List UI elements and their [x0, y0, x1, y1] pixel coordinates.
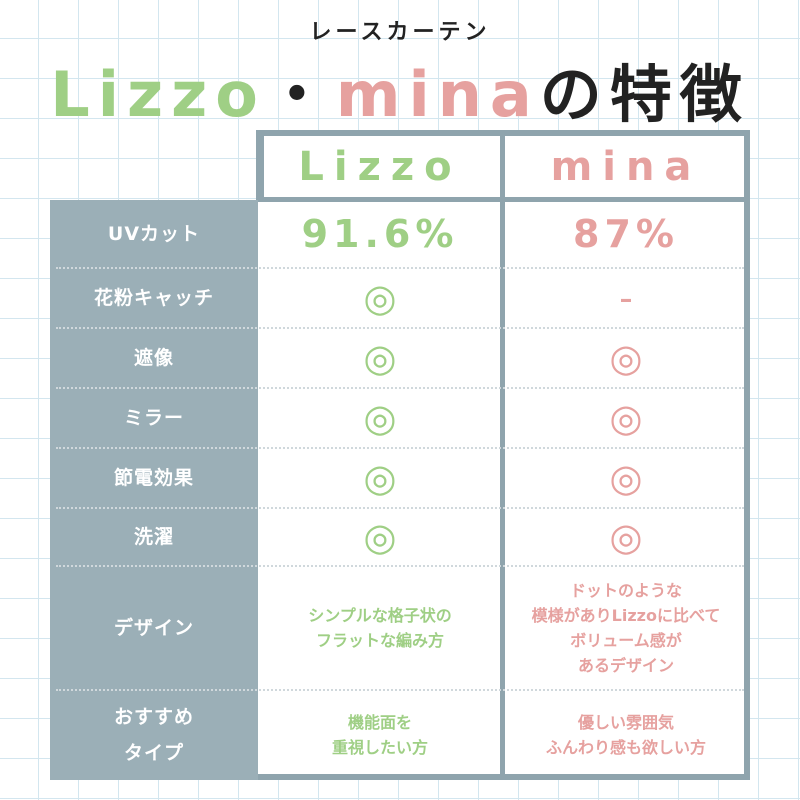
cell-text: ◎	[609, 396, 643, 440]
row-separator	[56, 267, 744, 269]
cell-text: ◎	[363, 396, 397, 440]
cell-text: ◎	[363, 276, 397, 320]
cell: 優しい雰囲気ふんわり感も欲しい方	[502, 690, 750, 780]
title-rest: の特徴	[539, 58, 750, 131]
cell: 87%	[502, 200, 750, 268]
cell-text: シンプルな格子状の	[308, 606, 452, 625]
cell: ◎	[502, 328, 750, 388]
cell: -	[502, 268, 750, 328]
subtitle: レースカーテン	[309, 20, 491, 45]
cell: 機能面を重視したい方	[258, 690, 502, 780]
divider	[258, 197, 750, 202]
cell: ドットのような模様がありLizzoに比べて ボリューム感が あるデザイン	[502, 566, 750, 690]
row-label: 花粉キャッチ	[50, 268, 258, 328]
label-line: デザイン	[113, 617, 194, 639]
cell-text: フラットな編み方	[315, 631, 444, 650]
label-column	[50, 200, 258, 780]
row-label: おすすめ タイプ	[50, 690, 258, 780]
cell-text: -	[619, 276, 633, 320]
title-mina: mina	[335, 58, 540, 131]
cell-text: 87%	[573, 212, 679, 256]
cell-text: ◎	[363, 456, 397, 500]
cell-text: ボリューム感が	[570, 631, 682, 650]
title: Lizzo・minaの特徴	[0, 44, 800, 134]
cell-text: ドットのような	[569, 581, 682, 600]
cell-text: ◎	[363, 515, 397, 559]
divider	[256, 130, 261, 200]
cell-text: 優しい雰囲気	[577, 713, 674, 732]
row-separator	[56, 565, 744, 567]
column-header: Lizzo	[298, 144, 462, 190]
cell: ◎	[258, 508, 502, 566]
label-line: 遮像	[133, 347, 174, 369]
cell: ◎	[502, 508, 750, 566]
label-line: ミラー	[123, 407, 184, 429]
cell-text: あるデザイン	[577, 656, 674, 675]
cell: ◎	[258, 268, 502, 328]
row-label: UVカット	[50, 200, 258, 268]
row-separator	[56, 327, 744, 329]
cell-text: ◎	[363, 336, 397, 380]
cell-text: ふんわり感も欲しい方	[545, 738, 706, 757]
label-line: UVカット	[107, 223, 201, 245]
column-header: mina	[550, 144, 702, 190]
cell: ◎	[258, 328, 502, 388]
row-separator	[56, 387, 744, 389]
row-separator	[56, 689, 744, 691]
cell-text: 91.6%	[301, 212, 459, 256]
row-label: 節電効果	[50, 448, 258, 508]
label-line: 洗濯	[133, 526, 174, 548]
row-separator	[56, 447, 744, 449]
cell: ◎	[258, 448, 502, 508]
cell-text: 模様がありLizzoに比べて	[531, 606, 721, 625]
label-line: 花粉キャッチ	[93, 287, 214, 309]
cell: シンプルな格子状の フラットな編み方	[258, 566, 502, 690]
label-line: おすすめ	[113, 706, 194, 728]
row-label: 洗濯	[50, 508, 258, 566]
row-label: ミラー	[50, 388, 258, 448]
row-label: デザイン	[50, 566, 258, 690]
cell-text: ◎	[609, 336, 643, 380]
row-label: 遮像	[50, 328, 258, 388]
cell: ◎	[502, 388, 750, 448]
cell-text: 機能面を	[347, 713, 412, 732]
cell: ◎	[258, 388, 502, 448]
title-dot: ・	[265, 58, 336, 131]
cell: 91.6%	[258, 200, 502, 268]
label-line: タイプ	[123, 742, 184, 764]
title-lizzo: Lizzo	[50, 58, 266, 131]
divider	[500, 130, 505, 780]
cell-text: ◎	[609, 515, 643, 559]
cell-text: 重視したい方	[331, 738, 428, 757]
cell: ◎	[502, 448, 750, 508]
row-separator	[56, 507, 744, 509]
cell-text: ◎	[609, 456, 643, 500]
label-line: 節電効果	[113, 467, 194, 489]
